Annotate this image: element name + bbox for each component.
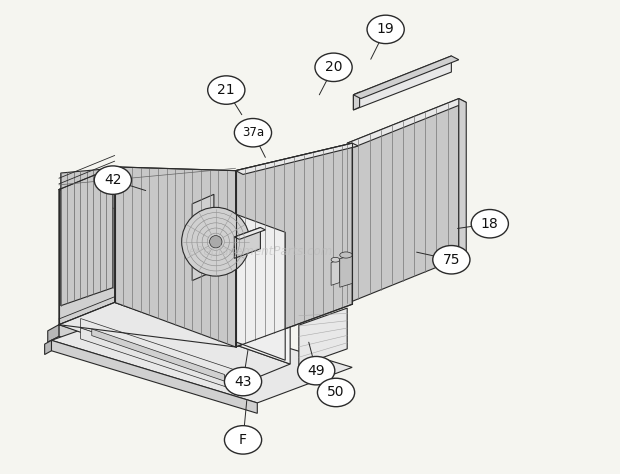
Polygon shape — [59, 167, 115, 325]
Circle shape — [208, 76, 245, 104]
Polygon shape — [234, 228, 260, 258]
Polygon shape — [236, 143, 352, 347]
Ellipse shape — [210, 236, 222, 248]
Polygon shape — [340, 255, 352, 287]
Polygon shape — [59, 302, 290, 386]
Polygon shape — [236, 143, 358, 174]
Polygon shape — [234, 228, 265, 239]
Polygon shape — [331, 260, 340, 285]
Text: F: F — [239, 433, 247, 447]
Polygon shape — [81, 328, 234, 390]
Polygon shape — [353, 56, 459, 99]
Polygon shape — [59, 325, 262, 399]
Circle shape — [298, 356, 335, 385]
Polygon shape — [299, 308, 347, 366]
Text: 75: 75 — [443, 253, 460, 267]
Text: eReplacementParts.com: eReplacementParts.com — [188, 245, 332, 258]
Text: 37a: 37a — [242, 126, 264, 139]
Polygon shape — [92, 329, 224, 381]
Text: 19: 19 — [377, 22, 394, 36]
Polygon shape — [119, 172, 285, 360]
Polygon shape — [48, 325, 59, 342]
Polygon shape — [51, 306, 352, 403]
Text: 43: 43 — [234, 374, 252, 389]
Circle shape — [367, 15, 404, 44]
Circle shape — [234, 118, 272, 147]
Polygon shape — [353, 92, 360, 110]
Polygon shape — [347, 99, 459, 303]
Polygon shape — [347, 99, 466, 147]
Circle shape — [471, 210, 508, 238]
Text: 18: 18 — [481, 217, 498, 231]
Circle shape — [224, 426, 262, 454]
Ellipse shape — [340, 252, 352, 258]
Circle shape — [224, 367, 262, 396]
Polygon shape — [51, 340, 257, 413]
Circle shape — [433, 246, 470, 274]
Text: 21: 21 — [218, 83, 235, 97]
Polygon shape — [115, 167, 290, 364]
Text: 42: 42 — [104, 173, 122, 187]
Polygon shape — [115, 167, 236, 347]
Polygon shape — [59, 167, 290, 250]
Text: 50: 50 — [327, 385, 345, 400]
Polygon shape — [353, 56, 451, 110]
Polygon shape — [192, 194, 214, 281]
Polygon shape — [45, 340, 51, 355]
Polygon shape — [81, 319, 234, 379]
Circle shape — [315, 53, 352, 82]
Polygon shape — [459, 99, 466, 262]
Circle shape — [317, 378, 355, 407]
Polygon shape — [48, 337, 262, 404]
Ellipse shape — [331, 257, 340, 262]
Polygon shape — [61, 168, 113, 306]
Circle shape — [94, 166, 131, 194]
Text: 49: 49 — [308, 364, 325, 378]
Text: 20: 20 — [325, 60, 342, 74]
Ellipse shape — [182, 208, 250, 276]
